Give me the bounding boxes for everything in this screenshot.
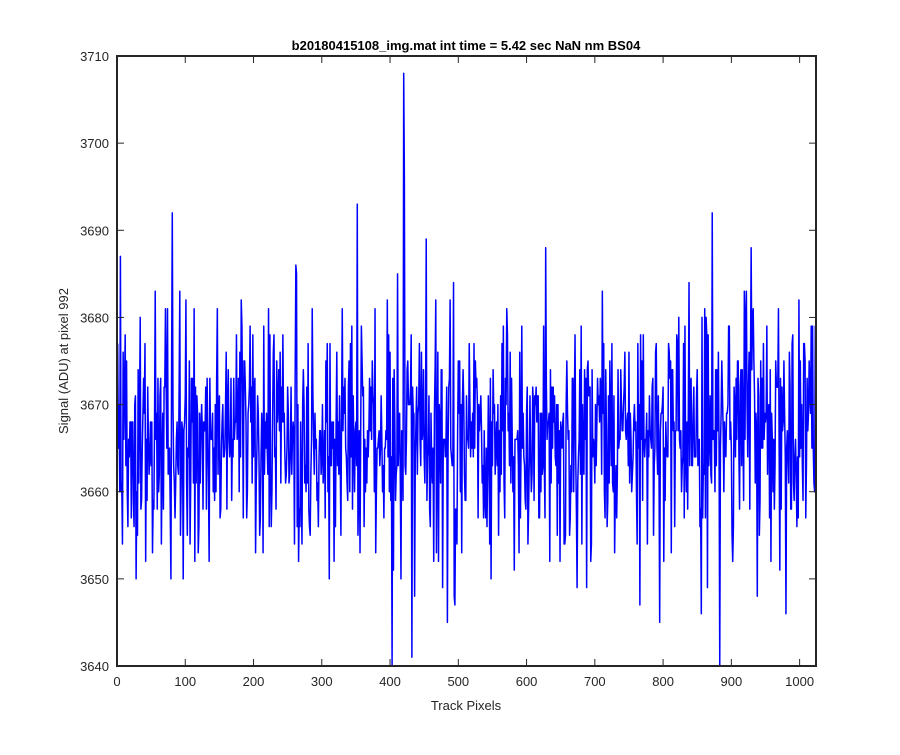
y-tick-label: 3710 <box>80 49 109 64</box>
signal-series-line <box>116 72 817 667</box>
x-tick-label: 1000 <box>785 674 814 689</box>
y-axis-label: Signal (ADU) at pixel 992 <box>56 288 71 434</box>
y-tick-label: 3670 <box>80 398 109 413</box>
x-tick-label: 700 <box>584 674 606 689</box>
chart-title: b20180415108_img.mat int time = 5.42 sec… <box>292 38 641 53</box>
x-tick-label: 0 <box>113 674 120 689</box>
y-tick-label: 3690 <box>80 223 109 238</box>
x-tick-label: 500 <box>447 674 469 689</box>
tick-label-layer: 0 100 200 300 400 500 600 700 800 900 1000 3640 3650… <box>80 49 814 689</box>
series-layer <box>116 72 817 667</box>
x-tick-label: 300 <box>311 674 333 689</box>
y-tick-label: 3650 <box>80 572 109 587</box>
y-tick-label: 3640 <box>80 659 109 674</box>
x-axis-label: Track Pixels <box>431 698 502 713</box>
x-tick-label: 800 <box>652 674 674 689</box>
y-tick-label: 3660 <box>80 485 109 500</box>
x-tick-label: 900 <box>721 674 743 689</box>
axes-layer <box>116 55 817 667</box>
x-tick-label: 400 <box>379 674 401 689</box>
x-tick-label: 100 <box>174 674 196 689</box>
plot-area <box>117 56 816 666</box>
y-tick-label: 3680 <box>80 310 109 325</box>
x-tick-label: 600 <box>516 674 538 689</box>
y-tick-label: 3700 <box>80 136 109 151</box>
x-tick-label: 200 <box>243 674 265 689</box>
axes-box <box>116 55 817 667</box>
